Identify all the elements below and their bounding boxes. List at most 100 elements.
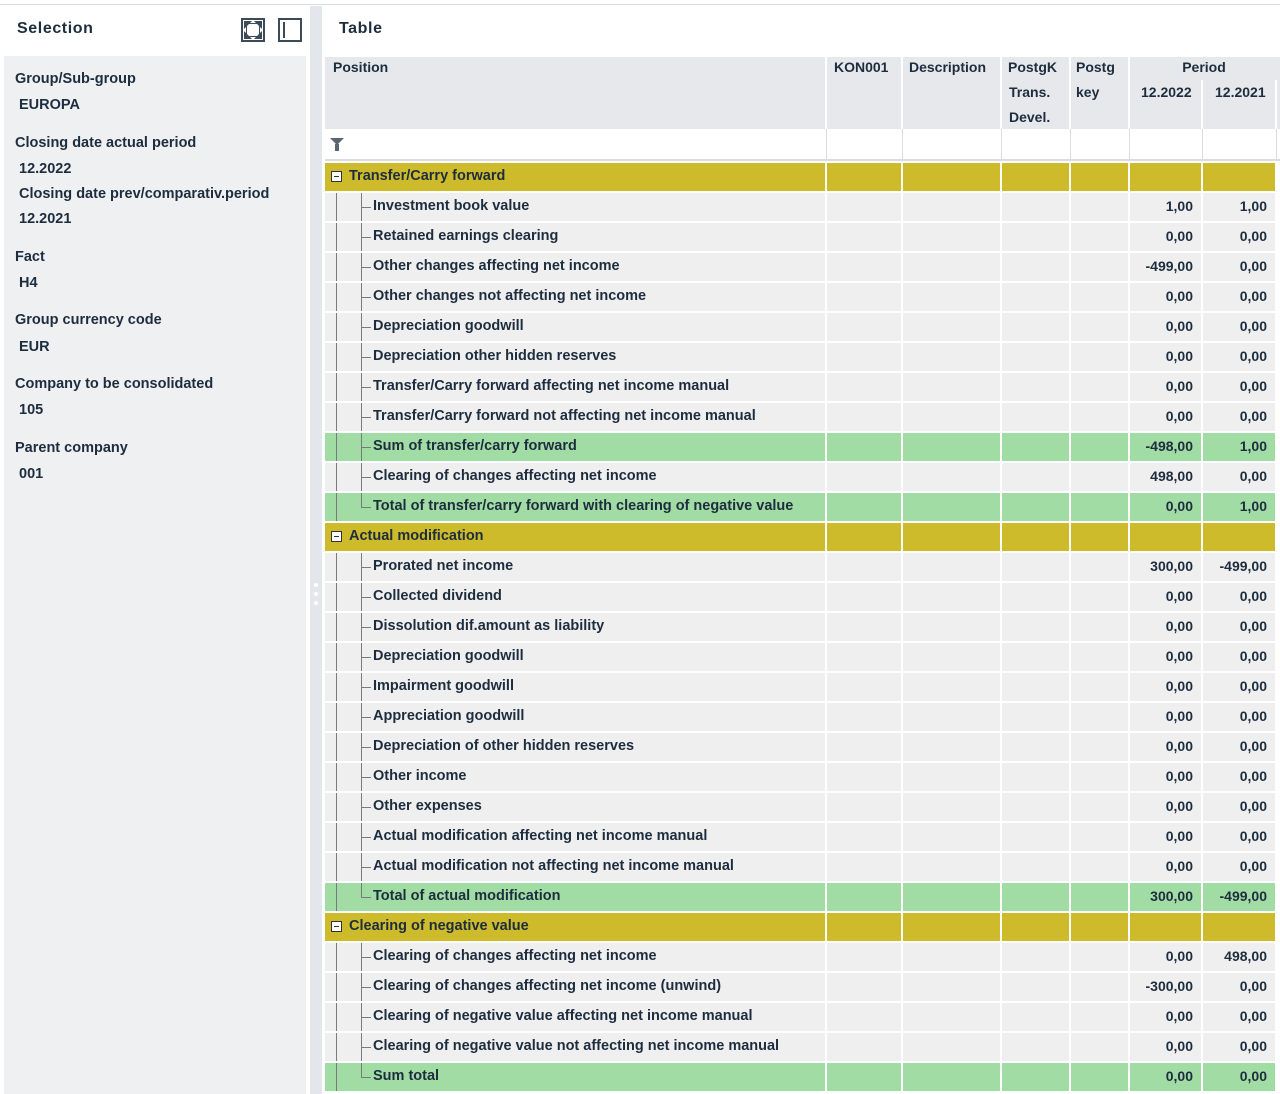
filter-cell-period-2021[interactable] [1203,129,1277,159]
tree-line [361,463,362,493]
period-cell: 0,00 [1203,403,1277,431]
data-cell [1071,553,1130,581]
data-cell [1002,973,1071,1001]
sum-row[interactable]: Sum of transfer/carry forward -498,00 1,00 [325,433,1280,463]
filter-cell-postgk[interactable] [1002,129,1071,159]
table-row[interactable]: Prorated net income 300,00 -499,00 [325,553,1280,583]
position-cell: Other changes not affecting net income [325,283,827,313]
collapse-icon[interactable] [331,171,342,182]
table-row[interactable]: Other changes affecting net income -499,0… [325,253,1280,283]
collapse-icon[interactable] [331,531,342,542]
table-row[interactable]: Appreciation goodwill 0,00 0,00 [325,703,1280,733]
data-cell [1002,403,1071,431]
data-cell [903,613,1002,641]
table-row[interactable]: Collected dividend 0,00 0,00 [325,583,1280,613]
table-row[interactable]: Transfer/Carry forward affecting net inc… [325,373,1280,403]
col-header-position[interactable]: Position [325,57,827,129]
tree-line [361,193,362,223]
table-panel: Table Position KON001 Description PostgK… [322,6,1280,1094]
tree-line [361,493,362,507]
fullscreen-icon[interactable] [241,18,265,42]
data-cell [903,913,1002,941]
group-row[interactable]: Actual modification [325,523,1280,553]
col-header-postg-key[interactable]: Postg key [1071,57,1130,129]
data-cell [827,253,903,281]
table-row[interactable]: Investment book value 1,00 1,00 [325,193,1280,223]
collapse-icon[interactable] [331,921,342,932]
row-separator [325,491,1280,493]
value-12-2022: 300,00 [1150,888,1193,904]
col-header-period-2021[interactable]: 12.2021 [1203,80,1277,129]
filter-cell-postgkey[interactable] [1071,129,1130,159]
table-row[interactable]: Depreciation of other hidden reserves 0,0… [325,733,1280,763]
row-separator [325,671,1280,673]
filter-cell-description[interactable] [903,129,1002,159]
table-row[interactable]: Clearing of changes affecting net income… [325,943,1280,973]
period-cell: 0,00 [1130,283,1203,311]
value-12-2022: 0,00 [1165,828,1193,844]
period-cell: 0,00 [1203,1003,1277,1031]
value-12-2021: 498,00 [1224,948,1267,964]
data-cell [1071,463,1130,491]
period-cell: -300,00 [1130,973,1203,1001]
filter-icon-stem [335,144,339,151]
table-row[interactable]: Dissolution dif.amount as liability 0,00 0… [325,613,1280,643]
col-header-description[interactable]: Description [903,57,1002,129]
table-row[interactable]: Actual modification affecting net income… [325,823,1280,853]
period-cell: 0,00 [1130,1033,1203,1061]
value-12-2022: 0,00 [1165,768,1193,784]
value-12-2021: 0,00 [1239,288,1267,304]
tree-line [361,747,371,748]
value-12-2022: 0,00 [1165,348,1193,364]
filter-cell-position[interactable] [325,129,827,159]
tree-line [361,387,371,388]
table-row[interactable]: Retained earnings clearing 0,00 0,00 [325,223,1280,253]
table-row[interactable]: Depreciation other hidden reserves 0,00 0,… [325,343,1280,373]
sum-row[interactable]: Total of actual modification 300,00 -499,0… [325,883,1280,913]
sum-row[interactable]: Total of transfer/carry forward with cle… [325,493,1280,523]
period-cell: -499,00 [1130,253,1203,281]
table-row[interactable]: Transfer/Carry forward not affecting net… [325,403,1280,433]
table-row[interactable]: Other expenses 0,00 0,00 [325,793,1280,823]
position-label: Other changes not affecting net income [373,288,647,304]
filter-cell-period-2022[interactable] [1130,129,1203,159]
table-row[interactable]: Depreciation goodwill 0,00 0,00 [325,643,1280,673]
filter-cell-kon001[interactable] [827,129,903,159]
table-row[interactable]: Other changes not affecting net income 0,… [325,283,1280,313]
table-row[interactable]: Other income 0,00 0,00 [325,763,1280,793]
sum-row[interactable]: Sum total 0,00 0,00 [325,1063,1280,1093]
position-label: Other income [373,768,467,784]
value-12-2022: -300,00 [1145,978,1193,994]
position-label: Actual modification not affecting net in… [373,858,734,874]
col-header-period-2022[interactable]: 12.2022 [1130,80,1203,129]
table-row[interactable]: Clearing of changes affecting net income… [325,463,1280,493]
table-row[interactable]: Actual modification not affecting net in… [325,853,1280,883]
data-cell [1071,673,1130,701]
row-separator [325,191,1280,193]
data-cell [903,343,1002,371]
col-header-trans-label: Trans. [1009,84,1051,100]
table-row[interactable]: Clearing of changes affecting net income… [325,973,1280,1003]
period-cell: 0,00 [1130,943,1203,971]
group-row[interactable]: Clearing of negative value [325,913,1280,943]
table-row[interactable]: Depreciation goodwill 0,00 0,00 [325,313,1280,343]
table-row[interactable]: Clearing of negative value not affecting… [325,1033,1280,1063]
col-header-postgk-trans-devel[interactable]: PostgK Trans. Devel. [1002,57,1071,129]
table-row[interactable]: Clearing of negative value affecting net… [325,1003,1280,1033]
filter-icon[interactable] [330,138,344,145]
toggle-panel-icon[interactable] [278,18,302,42]
table-row[interactable]: Impairment goodwill 0,00 0,00 [325,673,1280,703]
value-12-2022: 0,00 [1165,408,1193,424]
row-separator [325,611,1280,613]
row-separator [325,521,1280,523]
tree-line [361,313,362,343]
group-row[interactable]: Transfer/Carry forward [325,163,1280,193]
col-header-kon001[interactable]: KON001 [827,57,903,129]
panel-splitter[interactable] [310,6,322,1094]
value-12-2022: 300,00 [1150,558,1193,574]
period-cell: 0,00 [1203,793,1277,821]
tree-line [361,823,362,853]
period-cell: 0,00 [1203,853,1277,881]
position-cell: Transfer/Carry forward affecting net inc… [325,373,827,403]
period-cell: 300,00 [1130,553,1203,581]
